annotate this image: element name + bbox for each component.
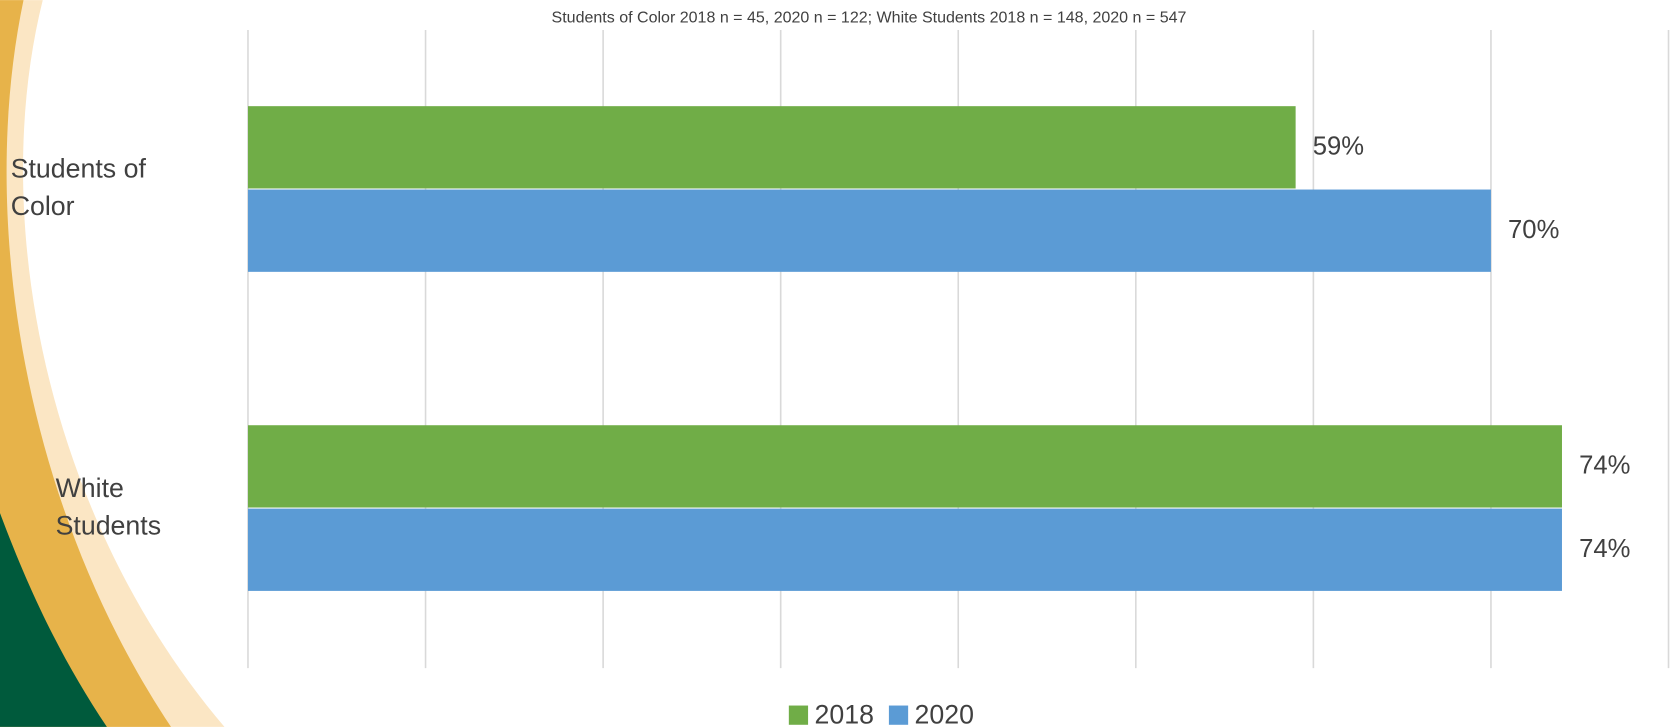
legend-swatch (788, 705, 809, 725)
legend-swatch (888, 705, 909, 725)
chart-subtitle: Students of Color 2018 n = 45, 2020 n = … (552, 8, 1187, 26)
category-label-box: Students of Color (10, 154, 146, 222)
legend-label: 2018 (814, 699, 873, 727)
y-tick-label: White Students (55, 473, 162, 541)
data-label: 59% (1313, 133, 1364, 161)
data-label: 74% (1579, 535, 1630, 563)
y-tick-label: Students of Color (10, 154, 146, 222)
bar (247, 425, 1562, 508)
data-label: 70% (1508, 216, 1559, 244)
bar (247, 106, 1296, 189)
category-label-box: White Students (55, 473, 162, 541)
background-decoration (0, 0, 225, 727)
bar (247, 508, 1562, 591)
data-label: 74% (1579, 452, 1630, 480)
legend-label: 2020 (915, 699, 974, 727)
bar (247, 189, 1491, 272)
